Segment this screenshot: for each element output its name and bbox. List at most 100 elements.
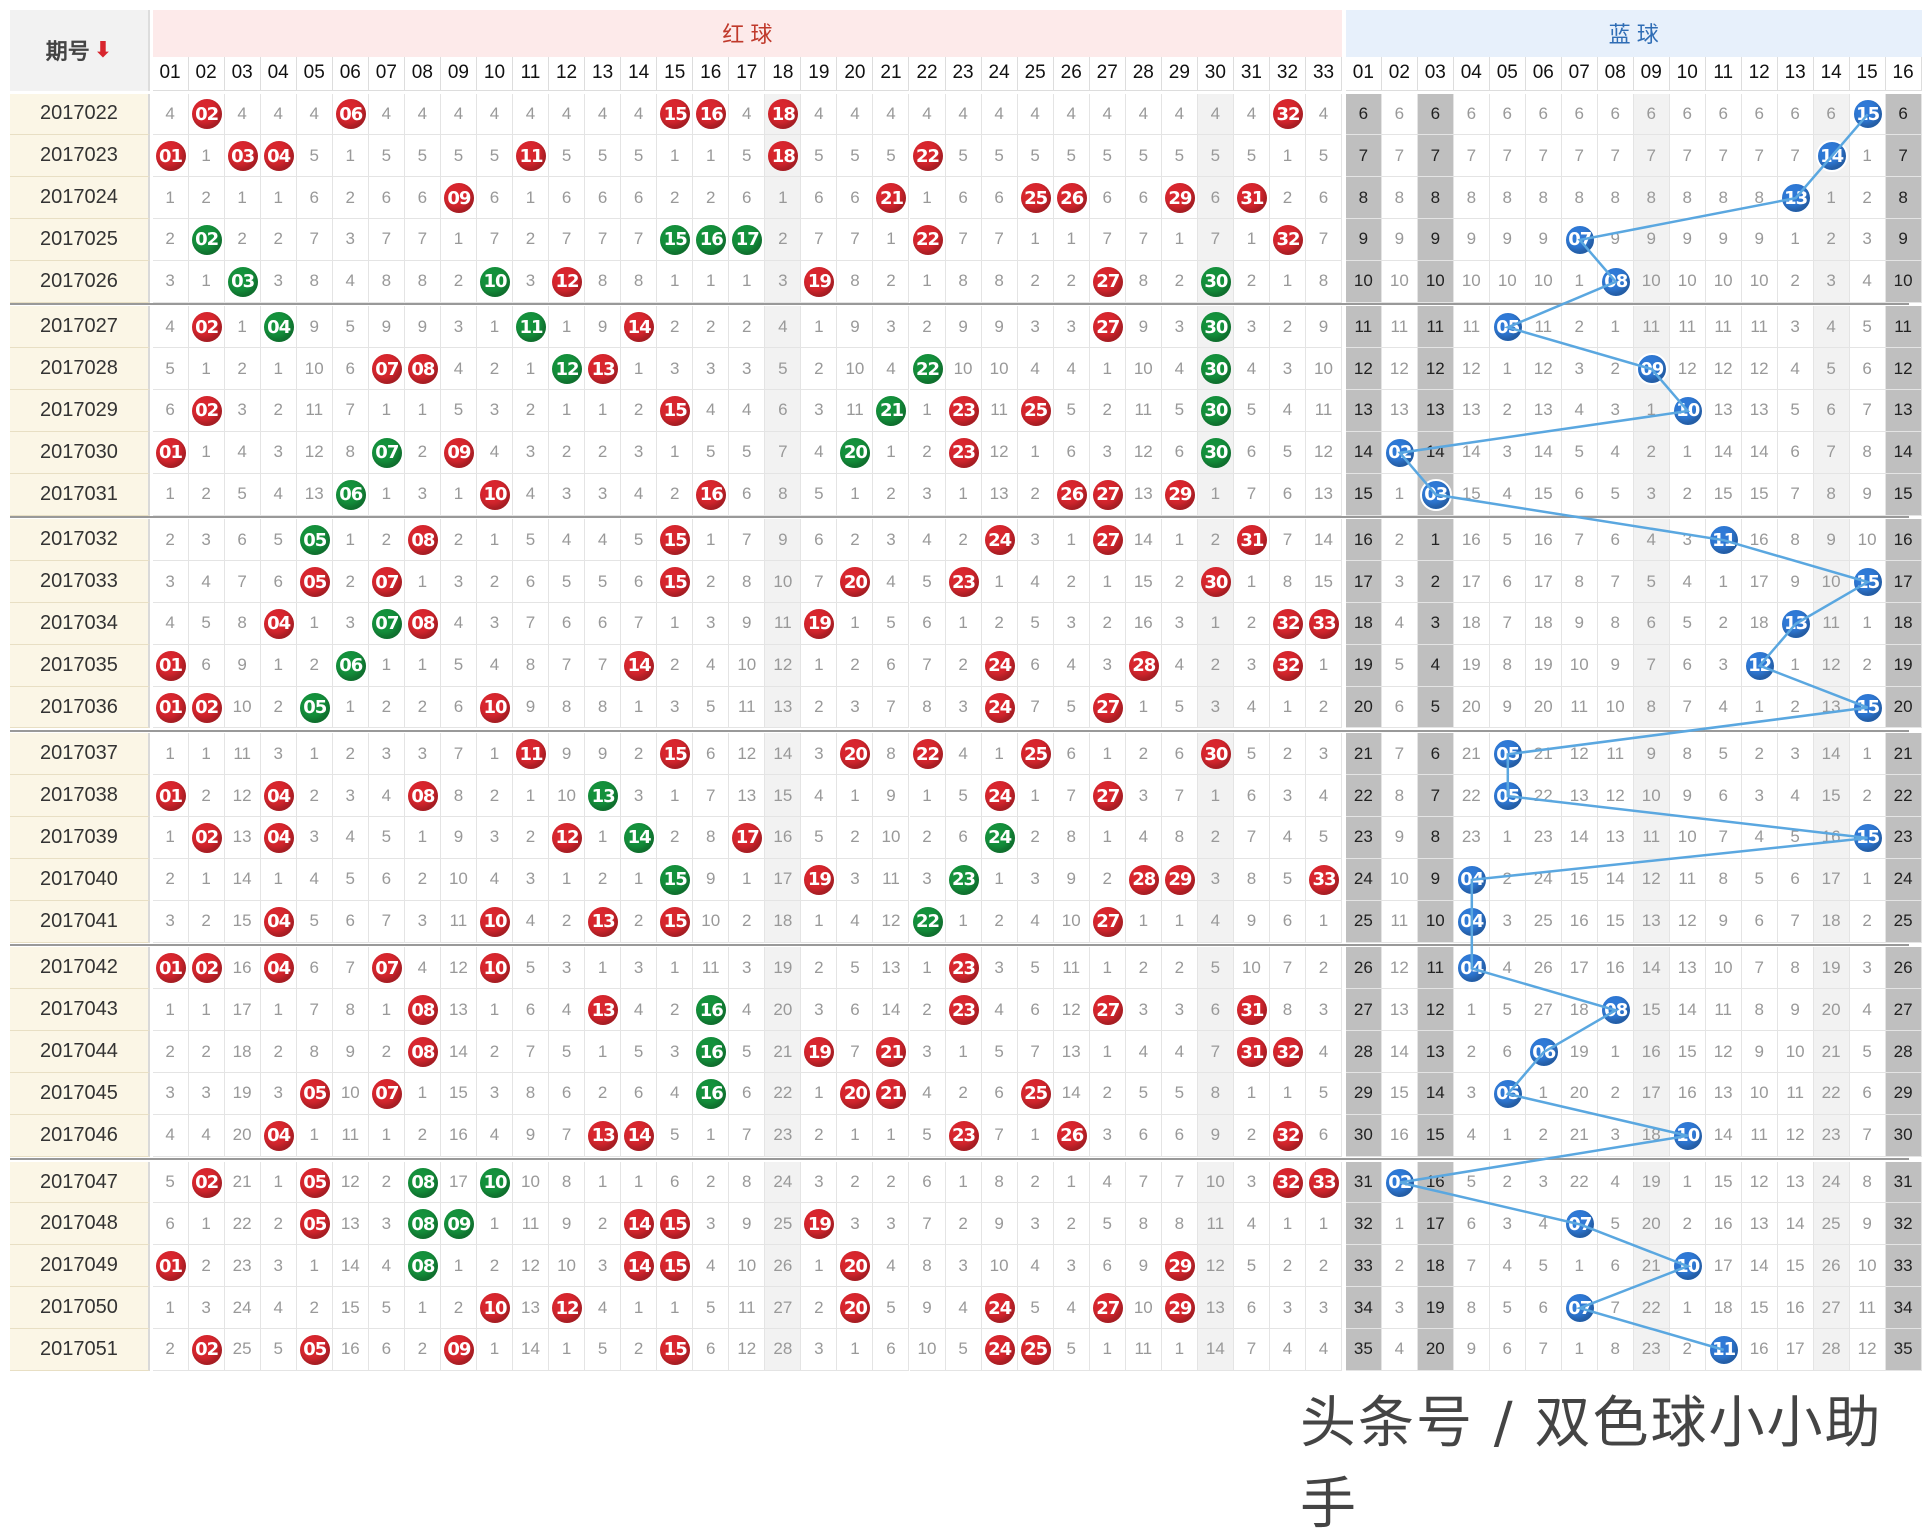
red-cell[interactable]: 08 bbox=[404, 348, 441, 391]
red-ball[interactable]: 11 bbox=[516, 141, 547, 172]
red-cell[interactable]: 2 bbox=[693, 306, 730, 349]
red-cell[interactable]: 2 bbox=[1269, 177, 1306, 220]
blue-cell[interactable]: 11 bbox=[1525, 306, 1562, 349]
red-cell[interactable]: 7 bbox=[837, 219, 874, 261]
blue-cell[interactable]: 9 bbox=[1669, 219, 1706, 261]
red-cell[interactable]: 03 bbox=[224, 135, 261, 178]
red-ball[interactable]: 19 bbox=[804, 266, 835, 297]
red-cell[interactable]: 2 bbox=[332, 177, 369, 220]
red-cell[interactable]: 1 bbox=[729, 260, 766, 303]
red-cell[interactable]: 4 bbox=[1017, 348, 1054, 391]
blue-cell[interactable]: 11 bbox=[1345, 306, 1382, 349]
red-cell[interactable]: 8 bbox=[1125, 260, 1162, 303]
red-cell[interactable]: 2 bbox=[152, 219, 189, 261]
blue-cell[interactable]: 8 bbox=[1633, 177, 1670, 220]
red-cell[interactable]: 1 bbox=[765, 177, 802, 220]
red-ball[interactable]: 21 bbox=[876, 183, 907, 214]
red-ball[interactable]: 14 bbox=[624, 312, 655, 343]
red-cell[interactable]: 1 bbox=[368, 390, 405, 432]
red-cell[interactable]: 2 bbox=[1269, 306, 1306, 349]
red-cell[interactable]: 4 bbox=[476, 93, 513, 136]
red-cell[interactable]: 4 bbox=[909, 93, 946, 136]
red-cell[interactable]: 7 bbox=[549, 219, 586, 261]
red-cell[interactable]: 32 bbox=[1269, 93, 1306, 136]
blue-cell[interactable]: 6 bbox=[1849, 348, 1886, 391]
red-cell[interactable]: 4 bbox=[1125, 93, 1162, 136]
red-cell[interactable]: 7 bbox=[1089, 219, 1126, 261]
red-ball[interactable]: 16 bbox=[696, 99, 727, 130]
blue-cell[interactable]: 12 bbox=[1345, 348, 1382, 391]
red-cell[interactable]: 3 bbox=[1053, 306, 1090, 349]
red-cell[interactable]: 2 bbox=[801, 348, 838, 391]
red-cell[interactable]: 6 bbox=[801, 177, 838, 220]
red-cell[interactable]: 5 bbox=[801, 135, 838, 178]
red-cell[interactable]: 7 bbox=[1197, 219, 1234, 261]
red-cell[interactable]: 3 bbox=[693, 348, 730, 391]
blue-cell[interactable]: 6 bbox=[1813, 390, 1850, 432]
red-cell[interactable]: 9 bbox=[837, 306, 874, 349]
blue-cell[interactable]: 2 bbox=[1489, 390, 1526, 432]
red-cell[interactable]: 1 bbox=[1053, 219, 1090, 261]
red-cell[interactable]: 8 bbox=[585, 260, 622, 303]
red-cell[interactable]: 1 bbox=[657, 260, 694, 303]
blue-cell[interactable]: 6 bbox=[1669, 93, 1706, 136]
red-cell[interactable]: 6 bbox=[1125, 177, 1162, 220]
red-cell[interactable]: 22 bbox=[909, 348, 946, 391]
red-ball[interactable]: 18 bbox=[768, 99, 799, 130]
red-cell[interactable]: 4 bbox=[945, 93, 982, 136]
red-cell[interactable]: 1 bbox=[1017, 219, 1054, 261]
red-cell[interactable]: 1 bbox=[693, 135, 730, 178]
red-cell[interactable]: 2 bbox=[909, 306, 946, 349]
red-cell[interactable]: 9 bbox=[368, 306, 405, 349]
red-cell[interactable]: 5 bbox=[1306, 135, 1343, 178]
red-cell[interactable]: 7 bbox=[476, 219, 513, 261]
red-cell[interactable]: 5 bbox=[1197, 135, 1234, 178]
red-cell[interactable]: 7 bbox=[332, 390, 369, 432]
red-cell[interactable]: 3 bbox=[260, 260, 297, 303]
red-cell[interactable]: 6 bbox=[585, 177, 622, 220]
red-cell[interactable]: 4 bbox=[765, 306, 802, 349]
red-cell[interactable]: 1 bbox=[801, 306, 838, 349]
red-cell[interactable]: 5 bbox=[549, 135, 586, 178]
period-id[interactable]: 2017027 bbox=[9, 306, 151, 349]
red-ball[interactable]: 10 bbox=[479, 266, 510, 297]
red-cell[interactable]: 10 bbox=[837, 348, 874, 391]
red-cell[interactable]: 7 bbox=[585, 219, 622, 261]
blue-cell[interactable]: 11 bbox=[1885, 306, 1922, 349]
red-ball[interactable]: 01 bbox=[155, 437, 186, 468]
red-cell[interactable]: 1 bbox=[657, 135, 694, 178]
red-cell[interactable]: 6 bbox=[549, 177, 586, 220]
red-cell[interactable]: 02 bbox=[188, 306, 225, 349]
red-cell[interactable]: 3 bbox=[152, 260, 189, 303]
red-ball[interactable]: 22 bbox=[912, 354, 943, 385]
red-cell[interactable]: 10 bbox=[476, 260, 513, 303]
red-cell[interactable]: 32 bbox=[1269, 219, 1306, 261]
red-cell[interactable]: 2 bbox=[513, 219, 550, 261]
red-cell[interactable]: 1 bbox=[909, 177, 946, 220]
red-cell[interactable]: 02 bbox=[188, 390, 225, 432]
blue-cell[interactable]: 9 bbox=[1597, 219, 1634, 261]
red-cell[interactable]: 14 bbox=[621, 306, 658, 349]
red-cell[interactable]: 8 bbox=[1306, 260, 1343, 303]
red-cell[interactable]: 6 bbox=[368, 177, 405, 220]
blue-cell[interactable]: 12 bbox=[1885, 348, 1922, 391]
red-cell[interactable]: 6 bbox=[837, 177, 874, 220]
period-column-header[interactable]: 期号 ⬇ bbox=[9, 9, 151, 92]
blue-cell[interactable]: 9 bbox=[1489, 219, 1526, 261]
red-cell[interactable]: 5 bbox=[404, 135, 441, 178]
blue-cell[interactable]: 11 bbox=[1705, 306, 1742, 349]
red-cell[interactable]: 1 bbox=[188, 431, 225, 474]
blue-cell[interactable]: 11 bbox=[1453, 306, 1490, 349]
red-cell[interactable]: 17 bbox=[729, 219, 766, 261]
blue-cell[interactable]: 6 bbox=[1345, 93, 1382, 136]
red-cell[interactable]: 4 bbox=[729, 93, 766, 136]
red-cell[interactable]: 2 bbox=[224, 219, 261, 261]
red-cell[interactable]: 1 bbox=[440, 219, 477, 261]
red-cell[interactable]: 4 bbox=[1053, 93, 1090, 136]
red-cell[interactable]: 2 bbox=[765, 219, 802, 261]
blue-cell[interactable]: 1 bbox=[1561, 260, 1598, 303]
red-cell[interactable]: 4 bbox=[837, 93, 874, 136]
red-cell[interactable]: 2 bbox=[621, 390, 658, 432]
red-cell[interactable]: 2 bbox=[873, 260, 910, 303]
red-cell[interactable]: 3 bbox=[801, 390, 838, 432]
